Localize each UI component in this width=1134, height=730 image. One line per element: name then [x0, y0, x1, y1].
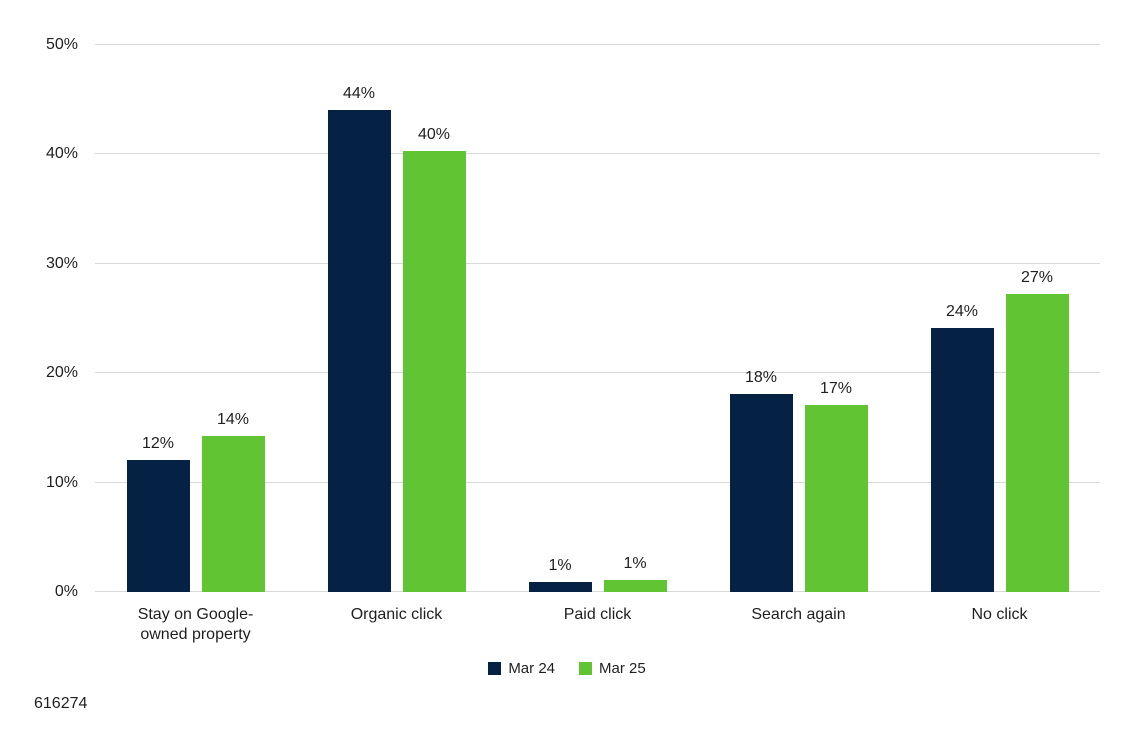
bar-column: 1% — [528, 45, 592, 592]
x-axis-category-label: Organic click — [296, 605, 497, 645]
bar-column: 1% — [603, 45, 667, 592]
y-tick-label: 20% — [45, 364, 78, 382]
bar-column: 12% — [126, 45, 190, 592]
x-axis-label-line: No click — [971, 606, 1028, 623]
plot-area: 12% 14% 44% 40% 1% 1% 18% 17% 24% 27% — [95, 44, 1100, 592]
bar-group: 12% 14% — [95, 45, 296, 592]
legend-swatch — [488, 662, 502, 675]
legend-swatch — [579, 662, 592, 675]
y-tick-label: 30% — [45, 254, 78, 272]
bar-group: 18% 17% — [698, 45, 899, 592]
bar-mar-25 — [1005, 294, 1069, 592]
bar-mar-24 — [126, 459, 190, 592]
x-axis-label-line: Paid click — [563, 606, 632, 623]
y-tick-label: 0% — [54, 583, 78, 600]
gridline — [95, 153, 1100, 155]
gridline — [95, 372, 1100, 374]
bar-value-label: 14% — [216, 410, 250, 428]
bar-mar-24 — [327, 109, 391, 592]
x-axis-labels: Stay on Google-owned property Organic cli… — [95, 605, 1100, 645]
y-tick-label: 10% — [45, 473, 78, 491]
bar-value-label: 12% — [141, 434, 175, 452]
legend-label: Mar 24 — [508, 660, 555, 677]
bar-group: 44% 40% — [296, 45, 497, 592]
bar-mar-24 — [729, 394, 793, 592]
y-tick-label: 50% — [45, 36, 78, 53]
bar-mar-25 — [402, 151, 466, 592]
bar-column: 17% — [804, 45, 868, 592]
legend-item: Mar 25 — [579, 660, 646, 677]
bar-mar-25 — [603, 579, 667, 592]
bar-column: 24% — [930, 45, 994, 592]
x-axis-category-label: Stay on Google-owned property — [95, 605, 296, 645]
gridline — [95, 481, 1100, 483]
bar-value-label: 17% — [819, 379, 853, 397]
bar-mar-24 — [528, 582, 592, 592]
bar-mar-24 — [930, 328, 994, 592]
bar-column: 14% — [201, 45, 265, 592]
bar-value-label: 44% — [342, 84, 376, 102]
x-axis-category-label: Search again — [698, 605, 899, 645]
x-axis-category-label: No click — [899, 605, 1100, 645]
bar-mar-25 — [201, 435, 265, 592]
y-axis: 0% 10% 20% 30% 40% 50% — [0, 36, 78, 600]
x-axis-category-label: Paid click — [497, 605, 698, 645]
bar-group: 24% 27% — [899, 45, 1100, 592]
legend-item: Mar 24 — [488, 660, 555, 677]
x-axis-label-line: Search again — [751, 606, 846, 623]
x-axis-label-line: Organic click — [350, 606, 443, 623]
legend: Mar 24 Mar 25 — [0, 660, 1134, 677]
bar-column: 18% — [729, 45, 793, 592]
legend-label: Mar 25 — [599, 660, 646, 677]
chart-note: 616274 — [34, 695, 88, 712]
bar-groups: 12% 14% 44% 40% 1% 1% 18% 17% 24% 27% — [95, 45, 1100, 592]
gridline — [95, 591, 1100, 592]
x-axis-label-line: Stay on Google- — [137, 606, 254, 623]
bar-mar-25 — [804, 404, 868, 592]
bar-column: 44% — [327, 45, 391, 592]
bar-column: 40% — [402, 45, 466, 592]
bar-value-label: 40% — [417, 126, 451, 144]
bar-value-label: 18% — [744, 369, 778, 386]
bar-column: 27% — [1005, 45, 1069, 592]
bar-group: 1% 1% — [497, 45, 698, 592]
bar-value-label: 1% — [548, 557, 572, 575]
y-tick-label: 40% — [45, 145, 78, 163]
bar-value-label: 24% — [945, 303, 979, 321]
bar-value-label: 27% — [1020, 269, 1054, 287]
x-axis-label-line: owned property — [140, 626, 251, 643]
gridline — [95, 44, 1100, 45]
gridline — [95, 262, 1100, 264]
bar-value-label: 1% — [623, 554, 647, 572]
